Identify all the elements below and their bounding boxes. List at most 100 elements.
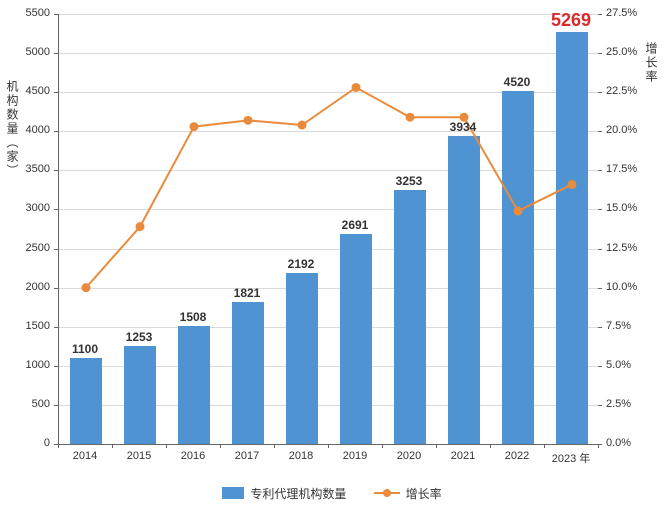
y-left-tick-label: 4000 — [0, 124, 50, 136]
y-right-tick-label: 12.5% — [606, 242, 637, 254]
bar-value-label: 4520 — [504, 75, 531, 89]
y-left-tick — [54, 366, 58, 367]
legend-item-line: 增长率 — [374, 485, 442, 502]
bar-value-label: 2691 — [342, 218, 369, 232]
x-tick-label: 2022 — [489, 450, 545, 462]
x-tick-label: 2020 — [381, 450, 437, 462]
y-right-tick-label: 5.0% — [606, 359, 631, 371]
y-right-tick — [598, 53, 602, 54]
bar-value-label: 3934 — [450, 120, 477, 134]
y-left-tick — [54, 170, 58, 171]
legend-item-bars: 专利代理机构数量 — [222, 485, 346, 502]
y-left-tick — [54, 405, 58, 406]
y-right-tick — [598, 327, 602, 328]
x-tick-label: 2021 — [435, 450, 491, 462]
legend-line-swatch — [374, 487, 400, 499]
x-tick-label: 2016 — [165, 450, 221, 462]
y-right-tick-label: 0.0% — [606, 437, 631, 449]
x-tick — [328, 444, 329, 448]
y-right-tick-label: 22.5% — [606, 85, 637, 97]
line-marker — [352, 83, 361, 92]
bar — [232, 302, 264, 444]
y-right-tick — [598, 249, 602, 250]
gridline — [59, 53, 599, 54]
line-marker — [406, 113, 415, 122]
bar — [124, 346, 156, 444]
y-left-tick — [54, 327, 58, 328]
bar-value-label: 1100 — [72, 342, 98, 356]
y-right-tick-label: 10.0% — [606, 281, 637, 293]
x-tick — [166, 444, 167, 448]
legend: 专利代理机构数量 增长率 — [0, 485, 664, 503]
y-left-tick-label: 4500 — [0, 85, 50, 97]
x-tick — [220, 444, 221, 448]
bar-value-label: 3253 — [396, 174, 423, 188]
y-right-tick-label: 15.0% — [606, 202, 637, 214]
line-marker — [190, 122, 199, 131]
bar-value-label: 1253 — [126, 330, 153, 344]
y-left-tick — [54, 209, 58, 210]
y-left-tick — [54, 14, 58, 15]
x-tick-label: 2017 — [219, 450, 275, 462]
y-left-tick — [54, 131, 58, 132]
y-right-tick-label: 7.5% — [606, 320, 631, 332]
bar — [70, 358, 102, 444]
bar-value-label: 5269 — [551, 10, 591, 31]
y-right-tick — [598, 131, 602, 132]
x-tick-label: 2015 — [111, 450, 167, 462]
y-left-tick-label: 3500 — [0, 163, 50, 175]
y-right-tick — [598, 209, 602, 210]
y-right-tick — [598, 366, 602, 367]
line-marker — [136, 222, 145, 231]
y-left-tick-label: 5500 — [0, 7, 50, 19]
bar — [340, 234, 372, 444]
gridline — [59, 14, 599, 15]
bar-value-label: 1821 — [234, 286, 261, 300]
y-left-tick — [54, 288, 58, 289]
y-left-tick-label: 3000 — [0, 202, 50, 214]
bar-value-label: 2192 — [288, 257, 315, 271]
y-left-tick-label: 1000 — [0, 359, 50, 371]
x-tick-label: 2018 — [273, 450, 329, 462]
y-right-tick — [598, 92, 602, 93]
legend-bar-label: 专利代理机构数量 — [250, 485, 346, 502]
y-right-tick — [598, 405, 602, 406]
y-left-tick-label: 2500 — [0, 242, 50, 254]
x-tick — [58, 444, 59, 448]
x-tick — [274, 444, 275, 448]
y-right-tick — [598, 288, 602, 289]
y-left-tick-label: 500 — [0, 398, 50, 410]
x-tick-label: 2014 — [57, 450, 113, 462]
y-right-tick-label: 17.5% — [606, 163, 637, 175]
bar — [394, 190, 426, 444]
y-right-tick-label: 20.0% — [606, 124, 637, 136]
bar — [286, 273, 318, 444]
bar — [556, 32, 588, 444]
y-right-tick — [598, 170, 602, 171]
y-right-tick-label: 2.5% — [606, 398, 631, 410]
x-tick — [490, 444, 491, 448]
combo-chart: 机构数量（家） 增长率 专利代理机构数量 增长率 050010001500200… — [0, 0, 664, 508]
line-marker — [298, 121, 307, 130]
x-tick — [544, 444, 545, 448]
y-left-tick-label: 5000 — [0, 46, 50, 58]
bar-value-label: 1508 — [180, 310, 207, 324]
x-tick — [436, 444, 437, 448]
y-right-tick — [598, 14, 602, 15]
legend-bar-swatch — [222, 487, 244, 499]
y-left-tick — [54, 92, 58, 93]
y-left-tick-label: 2000 — [0, 281, 50, 293]
bar — [178, 326, 210, 444]
y-right-axis-title: 增长率 — [643, 42, 660, 84]
y-right-tick-label: 27.5% — [606, 7, 637, 19]
y-left-tick-label: 1500 — [0, 320, 50, 332]
x-tick — [598, 444, 599, 448]
y-right-tick-label: 25.0% — [606, 46, 637, 58]
y-left-tick — [54, 249, 58, 250]
x-tick-label: 2019 — [327, 450, 383, 462]
x-tick-label: 2023 年 — [543, 450, 599, 466]
line-marker — [244, 116, 253, 125]
bar — [448, 136, 480, 444]
bar — [502, 91, 534, 444]
x-tick — [382, 444, 383, 448]
